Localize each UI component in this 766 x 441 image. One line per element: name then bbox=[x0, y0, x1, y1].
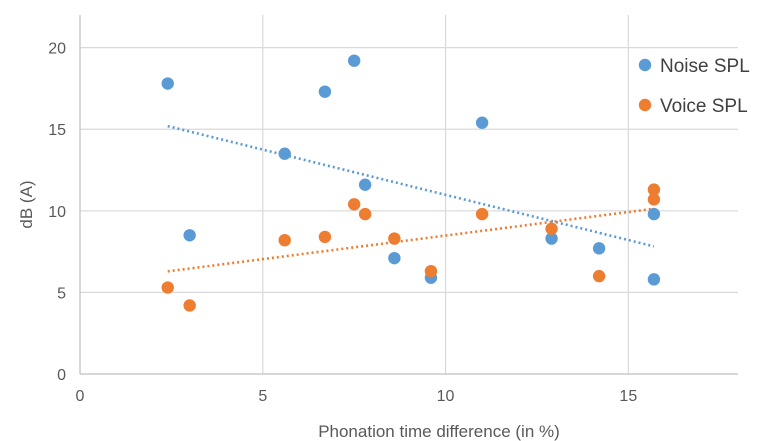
point-noise-spl bbox=[161, 77, 174, 90]
point-voice-spl bbox=[358, 207, 372, 221]
data-points bbox=[161, 54, 661, 312]
point-noise-spl bbox=[183, 229, 196, 242]
y-tick-label: 10 bbox=[48, 204, 66, 221]
point-voice-spl bbox=[183, 299, 196, 312]
point-voice-spl bbox=[318, 230, 332, 244]
y-tick-label: 15 bbox=[48, 122, 66, 139]
point-voice-spl bbox=[388, 232, 401, 245]
point-noise-spl bbox=[347, 54, 361, 67]
point-noise-spl bbox=[388, 251, 401, 265]
trendline-noise-spl bbox=[167, 124, 655, 248]
point-noise-spl bbox=[592, 242, 606, 255]
point-voice-spl bbox=[278, 233, 291, 247]
x-tick-label: 0 bbox=[76, 388, 85, 405]
point-noise-spl bbox=[475, 116, 489, 129]
point-noise-spl bbox=[647, 273, 661, 286]
trendlines bbox=[167, 124, 655, 273]
y-tick-label: 5 bbox=[57, 285, 66, 302]
point-voice-spl bbox=[592, 269, 606, 283]
trendline-voice-spl bbox=[167, 207, 655, 273]
point-noise-spl bbox=[545, 232, 558, 245]
point-voice-spl bbox=[647, 183, 661, 196]
point-voice-spl bbox=[161, 281, 174, 294]
y-tick-label: 20 bbox=[48, 41, 66, 58]
legend-label-noise-spl: Noise SPL bbox=[660, 56, 750, 77]
point-noise-spl bbox=[358, 178, 372, 191]
point-noise-spl bbox=[278, 147, 291, 160]
point-voice-spl bbox=[475, 207, 489, 221]
x-axis-title: Phonation time difference (in %) bbox=[318, 422, 560, 441]
grid-lines bbox=[80, 15, 738, 374]
y-tick-label: 0 bbox=[57, 367, 66, 384]
legend-label-voice-spl: Voice SPL bbox=[660, 96, 748, 117]
legend: Noise SPL Voice SPL bbox=[638, 56, 750, 117]
x-tick-label: 5 bbox=[258, 388, 267, 405]
point-noise-spl bbox=[318, 85, 332, 98]
legend-marker-voice-spl bbox=[638, 98, 652, 112]
point-voice-spl bbox=[347, 198, 361, 211]
x-tick-label: 15 bbox=[619, 388, 637, 405]
point-voice-spl bbox=[424, 264, 438, 278]
legend-marker-noise-spl bbox=[638, 58, 652, 72]
y-axis-title: dB (A) bbox=[17, 180, 36, 228]
point-voice-spl bbox=[647, 193, 661, 206]
tick-labels: 0 5 10 15 20 0 5 10 15 bbox=[48, 41, 637, 405]
axes bbox=[79, 15, 738, 375]
x-tick-label: 10 bbox=[437, 388, 455, 405]
point-noise-spl bbox=[647, 207, 661, 221]
point-voice-spl bbox=[545, 222, 558, 235]
